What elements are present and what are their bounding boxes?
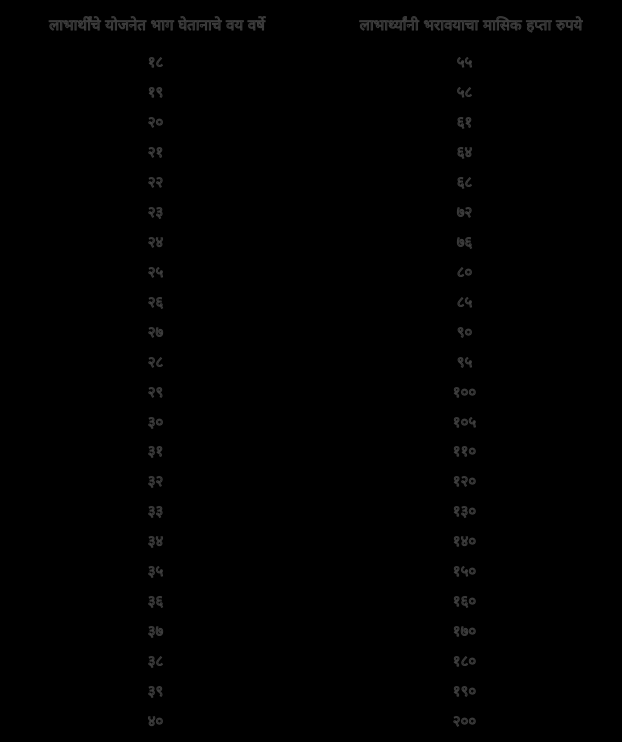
column-header-installment: लाभार्थ्यांनी भरावयाचा मासिक हप्ता रुपये [359,16,583,35]
age-cell: २० [147,113,164,132]
age-cell: २६ [147,292,164,311]
installment-cell: १२० [452,472,477,491]
installment-cell: १६० [452,592,477,611]
table-row: २४ ७६ [0,228,622,258]
table-row: २२ ६८ [0,168,622,198]
age-cell: २१ [147,143,164,162]
installment-cell: ५८ [456,83,473,102]
table-row: ३३ १३० [0,497,622,527]
age-cell: २३ [147,203,164,222]
installment-cell: १०० [452,382,477,401]
age-cell: १९ [147,83,164,102]
installment-cell: १५० [452,562,477,581]
age-cell: १८ [147,53,164,72]
age-cell: ३६ [147,592,164,611]
installment-cell: ७६ [456,232,473,251]
installment-cell: ६८ [456,173,473,192]
column-header-age: लाभार्थींचे योजनेत भाग घेतानाचे वय वर्षे [49,16,266,35]
table-row: ४० २०० [0,706,622,736]
table-body: १८ ५५ १९ ५८ २० ६१ २१ ६४ २२ ६८ २३ ७२ २४ ७… [0,48,622,736]
installment-cell: १८० [452,651,477,670]
table-row: ३९ १९० [0,676,622,706]
table-row: २३ ७२ [0,198,622,228]
table-row: ३६ १६० [0,587,622,617]
age-cell: ४० [147,711,164,730]
table-row: ३१ ११० [0,437,622,467]
table-row: २१ ६४ [0,138,622,168]
table-row: ३५ १५० [0,557,622,587]
age-cell: ३२ [147,472,164,491]
installment-cell: १०५ [452,412,477,431]
table-row: ३२ १२० [0,467,622,497]
installment-cell: ५५ [456,53,473,72]
age-cell: ३४ [147,532,164,551]
table-row: २० ६१ [0,108,622,138]
table-row: १८ ५५ [0,48,622,78]
age-cell: ३७ [147,621,164,640]
age-cell: २४ [147,232,164,251]
table-row: ३० १०५ [0,407,622,437]
age-cell: २२ [147,173,164,192]
table-row: २८ ९५ [0,347,622,377]
installment-cell: १७० [452,621,477,640]
age-cell: २५ [147,262,164,281]
installment-cell: १९० [452,681,477,700]
age-cell: ३० [147,412,164,431]
installment-cell: ७२ [456,203,473,222]
installment-cell: २०० [452,711,477,730]
age-cell: ३५ [147,562,164,581]
age-cell: २८ [147,352,164,371]
table-row: २७ ९० [0,317,622,347]
age-cell: ३८ [147,651,164,670]
table-row: २९ १०० [0,377,622,407]
table-row: ३७ १७० [0,617,622,647]
installment-cell: ६४ [456,143,473,162]
table-row: ३४ १४० [0,527,622,557]
age-cell: ३३ [147,502,164,521]
installment-cell: ८५ [456,292,473,311]
installment-cell: ९५ [456,352,473,371]
table-row: १९ ५८ [0,78,622,108]
age-cell: २७ [147,322,164,341]
installment-cell: १३० [452,502,477,521]
age-cell: ३१ [147,442,164,461]
installment-cell: ९० [456,322,473,341]
age-cell: २९ [147,382,164,401]
table-row: ३८ १८० [0,646,622,676]
installment-cell: ६१ [456,113,473,132]
age-cell: ३९ [147,681,164,700]
table-row: २६ ८५ [0,287,622,317]
installment-cell: १४० [452,532,477,551]
table-row: २५ ८० [0,257,622,287]
installment-cell: ११० [452,442,477,461]
installment-cell: ८० [456,262,473,281]
